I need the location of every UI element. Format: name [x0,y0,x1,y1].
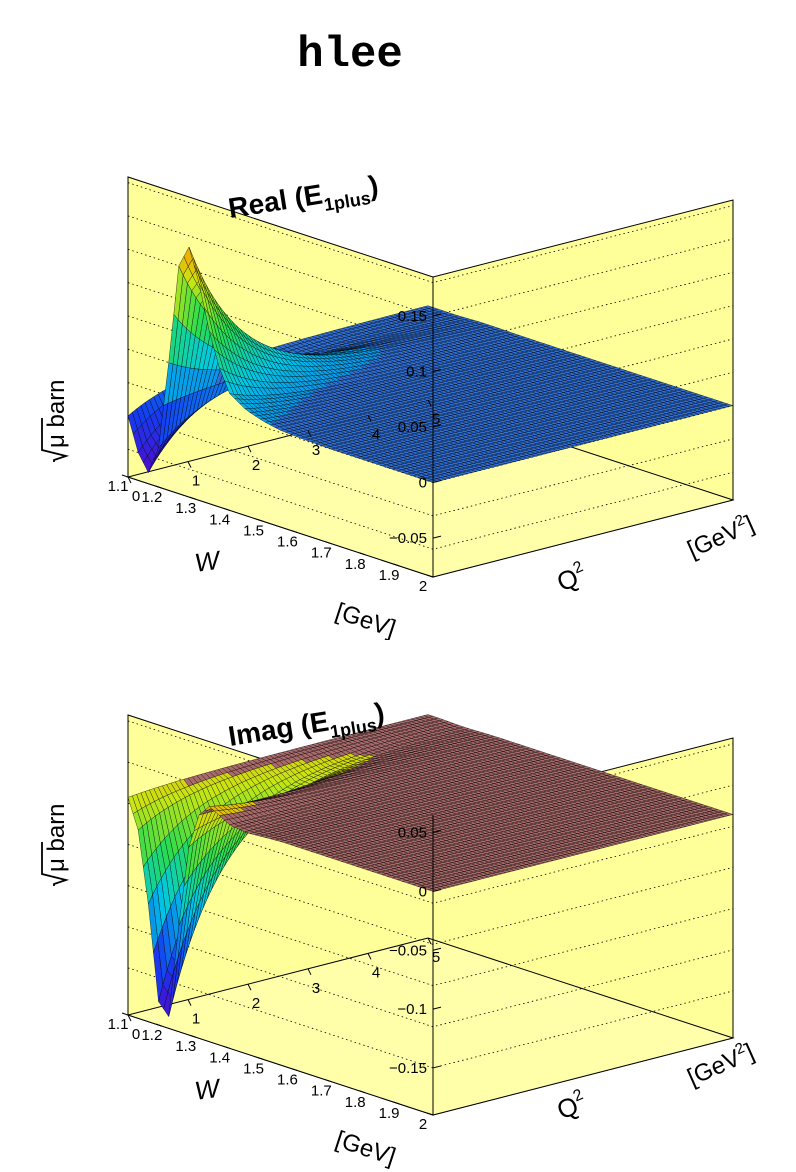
imag-surface-panel: 1.11.21.31.41.51.61.71.81.920123450.050−… [41,697,758,1170]
real-x-tick-label: 1.3 [175,500,196,517]
real-y-tick-label: 4 [372,426,380,443]
real-y-tick-label: 0 [132,488,140,505]
real-zlabel-text: μ barn [43,379,70,448]
real-x-tick-label: 1.7 [311,545,332,562]
real-x-tick [121,474,129,478]
real-x-tick-label: 1.4 [209,511,230,528]
real-z-tick-label: −0.05 [389,530,427,547]
real-x-tick-label: 1.6 [277,534,298,551]
real-x-tick-label: 1.2 [141,489,162,506]
real-yunit: [GeV2] [683,509,758,564]
real-frame [126,176,735,578]
real-x-tick-label: 1.1 [108,478,129,495]
real-yunit-main: [GeV [683,517,744,564]
real-y-tick-label: 2 [252,457,260,474]
real-xunit: [GeV] [332,598,399,640]
real-surface [127,246,734,483]
real-ylabel: Q2 [552,558,591,597]
real-z-tick-label: 0.05 [398,419,427,436]
real-z-tick-label: 0.15 [398,308,427,325]
real-y-tick-label: 1 [192,473,200,490]
real-surface-panel: 1.11.21.31.41.51.61.71.81.920123450.150.… [41,170,758,640]
real-z-tick-label: 0 [419,475,427,492]
real-x-tick-label: 1.5 [243,522,264,539]
real-zlabel: μ barn [41,379,70,462]
real-x-tick-label: 1.9 [379,567,400,584]
real-x-tick-label: 1.8 [345,556,366,573]
real-x-tick-label: 2 [419,578,427,595]
real-title-sub: 1plus [323,188,373,215]
real-xlabel: W [193,544,224,577]
real-title-main: Real (E [226,178,325,223]
real-title: Real (E1plus) [226,170,381,230]
real-z-tick-label: 0.1 [406,363,427,380]
real-y-tick-label: 3 [312,442,320,459]
page-title: hlee [297,30,403,80]
